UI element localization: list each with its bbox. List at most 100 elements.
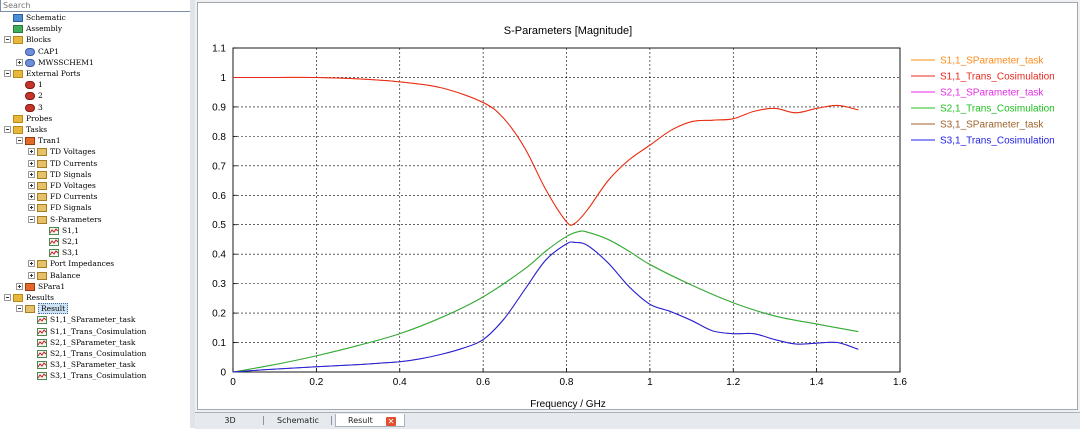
expand-icon[interactable] [28, 193, 35, 201]
s-parameter-chart: S-Parameters [Magnitude] 0 0.2 0.4 0.6 0.8 1 1… [198, 3, 1077, 410]
expand-icon[interactable] [28, 182, 35, 189]
tree-item-port-2[interactable]: 2 [0, 90, 190, 101]
expand-icon[interactable] [28, 159, 35, 167]
tree-item-td-voltages[interactable]: TD Voltages [0, 146, 190, 157]
task-icon [25, 137, 35, 146]
y-tick-label: 0.4 [212, 250, 226, 261]
tree-item-label: 2 [38, 91, 43, 101]
tree-item-external-ports[interactable]: External Ports [0, 68, 190, 79]
series-line [232, 241, 859, 373]
result-folder-icon [37, 271, 47, 280]
panel-splitter[interactable] [190, 0, 195, 428]
curve-icon [37, 350, 47, 358]
tree-item-r-s31-task[interactable]: S3,1_SParameter_task [0, 359, 190, 370]
tree-item-blocks[interactable]: Blocks [0, 34, 190, 45]
close-tab-icon[interactable]: ✕ [386, 417, 396, 426]
tree-item-probes[interactable]: Probes [0, 113, 190, 124]
tree-item-label: CAP1 [38, 46, 59, 56]
collapse-icon[interactable] [4, 126, 11, 133]
expand-icon[interactable] [28, 260, 35, 268]
tree-item-label: TD Signals [50, 169, 92, 179]
chart-background [198, 3, 1077, 409]
collapse-icon[interactable] [28, 215, 35, 223]
expand-icon[interactable] [28, 204, 35, 212]
tree-item-s-parameters[interactable]: S-Parameters [0, 214, 190, 225]
tree-item-label: TD Currents [50, 158, 98, 168]
legend-entry: S1,1_SParameter_task [940, 56, 1044, 67]
tree-item-s21[interactable]: S2,1 [0, 236, 190, 247]
legend-entry: S2,1_Trans_Cosimulation [940, 104, 1055, 115]
tree-item-label: MWSSCHEM1 [38, 57, 94, 67]
x-axis-label: Frequency / GHz [530, 399, 606, 409]
x-tick-label: 0.8 [560, 377, 574, 388]
tree-item-fd-voltages[interactable]: FD Voltages [0, 180, 190, 191]
schematic-icon [13, 14, 23, 22]
expand-icon[interactable] [16, 282, 23, 290]
tree-item-assembly[interactable]: Assembly [0, 23, 190, 34]
tree-item-label: S3,1 [62, 248, 80, 258]
tree-item-label: Tasks [26, 125, 48, 134]
tree-item-spara1[interactable]: SPara1 [0, 281, 190, 292]
tree-item-label: S3,1_Trans_Cosimulation [50, 371, 147, 381]
tree-item-fd-signals[interactable]: FD Signals [0, 202, 190, 213]
tree-item-port-1[interactable]: 1 [0, 79, 190, 90]
tree-item-label: Results [26, 293, 55, 302]
collapse-icon[interactable] [16, 305, 23, 313]
folder-icon [13, 294, 23, 302]
y-tick-label: 0.2 [212, 309, 226, 320]
tree-item-results[interactable]: Results [0, 292, 190, 303]
component-icon [25, 47, 35, 56]
tree-item-r-s31-cosim[interactable]: S3,1_Trans_Cosimulation [0, 370, 190, 381]
tree-item-s31[interactable]: S3,1 [0, 247, 190, 258]
curve-icon [37, 327, 47, 336]
tree-item-td-currents[interactable]: TD Currents [0, 158, 190, 169]
tree-item-r-s21-task[interactable]: S2,1_SParameter_task [0, 337, 190, 348]
expand-icon[interactable] [28, 271, 35, 279]
expand-icon[interactable] [16, 58, 23, 66]
tree-item-label: S3,1_SParameter_task [50, 360, 136, 370]
tab-3d[interactable]: 3D [224, 416, 236, 425]
collapse-icon[interactable] [4, 70, 11, 77]
tree-item-label: FD Voltages [50, 181, 96, 190]
expand-icon[interactable] [28, 170, 35, 178]
tab-result-label: Result [348, 416, 373, 425]
collapse-icon[interactable] [16, 137, 23, 145]
tree-item-r-s11-task[interactable]: S1,1_SParameter_task [0, 314, 190, 325]
tree-item-cap1[interactable]: CAP1 [0, 46, 190, 57]
tab-result[interactable]: Result ✕ [335, 414, 405, 427]
chart-pane: S-Parameters [Magnitude] 0 0.2 0.4 0.6 0.8 1 1… [195, 0, 1080, 412]
tree-item-label: Schematic [26, 13, 66, 22]
result-folder-icon [37, 148, 47, 157]
tree-item-tasks[interactable]: Tasks [0, 124, 190, 135]
tab-separator [263, 416, 264, 425]
tab-schematic[interactable]: Schematic [277, 416, 319, 425]
y-tick-label: 0.8 [212, 132, 226, 143]
chart-series [232, 76, 859, 373]
tree-item-s11[interactable]: S1,1 [0, 225, 190, 236]
tree-item-balance[interactable]: Balance [0, 270, 190, 281]
tree-item-mwsschem1[interactable]: MWSSCHEM1 [0, 57, 190, 68]
tree-item-r-s11-cosim[interactable]: S1,1_Trans_Cosimulation [0, 326, 190, 337]
tree-item-tran1[interactable]: Tran1 [0, 135, 190, 146]
curve-icon [37, 338, 47, 347]
x-tick-label: 0.6 [476, 377, 490, 388]
plot-area-border [232, 47, 901, 373]
folder-icon [13, 36, 23, 45]
x-tick-label: 0 [230, 377, 236, 388]
tree-item-td-signals[interactable]: TD Signals [0, 169, 190, 180]
tree-item-result[interactable]: Result [0, 303, 190, 315]
tree-item-r-s21-cosim[interactable]: S2,1_Trans_Cosimulation [0, 348, 190, 359]
tree-item-port-3[interactable]: 3 [0, 102, 190, 113]
x-tick-label: 1.6 [893, 377, 907, 388]
result-folder-icon [37, 159, 47, 168]
result-folder-icon [37, 182, 47, 190]
collapse-icon[interactable] [4, 36, 11, 44]
search-input[interactable] [0, 0, 192, 12]
legend-entry: S2,1_SParameter_task [940, 88, 1044, 99]
tree-item-port-impedances[interactable]: Port Impedances [0, 258, 190, 269]
expand-icon[interactable] [28, 148, 35, 156]
collapse-icon[interactable] [4, 294, 11, 301]
tree-item-schematic[interactable]: Schematic [0, 12, 190, 23]
tree-item-fd-currents[interactable]: FD Currents [0, 191, 190, 202]
folder-icon [13, 126, 23, 134]
